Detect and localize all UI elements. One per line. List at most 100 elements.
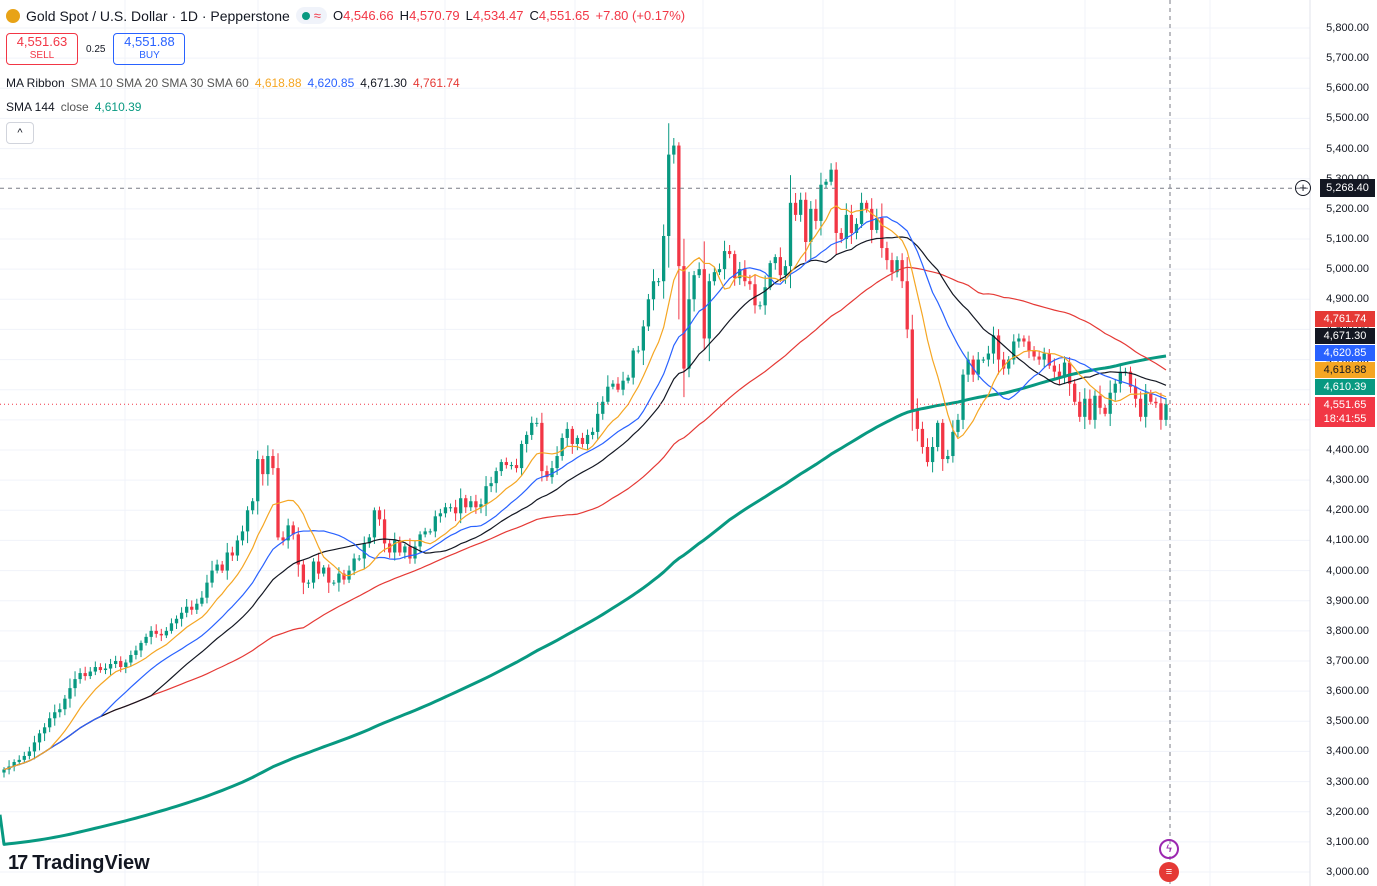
candle-body (748, 281, 752, 285)
candle-body (124, 662, 128, 668)
candle-body (717, 269, 722, 273)
candle-body (712, 272, 717, 282)
candle-body (1128, 371, 1133, 387)
candle-body (509, 465, 514, 467)
tradingview-logo[interactable]: 17 TradingView (8, 852, 150, 875)
buy-label: BUY (139, 50, 160, 61)
moving-averages (0, 205, 1167, 846)
candle-body (966, 359, 970, 375)
candle-body (382, 519, 387, 544)
candle-body (550, 468, 554, 478)
candle-body (459, 498, 463, 514)
price-tick-label: 5,500.00 (1326, 112, 1369, 125)
buy-button[interactable]: 4,551.88 BUY (113, 33, 186, 65)
candle-body (88, 671, 92, 677)
candle-body (753, 284, 757, 306)
candle-body (1062, 362, 1067, 378)
candle-body (2, 769, 6, 773)
add-alert-plus-icon[interactable]: + (1295, 180, 1311, 196)
candle-body (504, 462, 508, 466)
candle-body (733, 254, 737, 279)
candle-body (1088, 398, 1092, 420)
candle-body (1037, 356, 1041, 360)
candle-body (179, 612, 184, 619)
candle-body (489, 483, 493, 487)
candle-body (707, 281, 711, 339)
price-tick-label: 3,100.00 (1326, 835, 1369, 848)
candle-body (215, 564, 219, 571)
candle-body (281, 537, 285, 541)
candle-body (205, 582, 209, 598)
symbol-title[interactable]: Gold Spot / U.S. Dollar · 1D · Peppersto… (26, 7, 290, 24)
us-flag-economic-event-icon[interactable]: ≡ (1159, 862, 1179, 882)
trade-panel: 4,551.63 SELL 0.25 4,551.88 BUY (6, 33, 186, 65)
candle-body (453, 507, 458, 514)
lightning-event-icon[interactable]: ϟ (1159, 839, 1179, 859)
candle-body (687, 299, 691, 369)
ma-ribbon-legend[interactable]: MA Ribbon SMA 10 SMA 20 SMA 30 SMA 60 4,… (6, 76, 460, 90)
candle-body (1052, 365, 1057, 372)
candle-body (423, 531, 427, 535)
high-value: 4,570.79 (409, 8, 460, 23)
candle-body (864, 202, 869, 209)
candle-body (42, 727, 47, 734)
candle-body (697, 269, 701, 276)
candle-body (915, 410, 920, 429)
candle-body (342, 573, 346, 580)
candle-body (580, 437, 585, 444)
candle-body (149, 630, 153, 637)
candle-body (1093, 395, 1097, 420)
candle-body (1113, 383, 1117, 393)
candle-body (565, 428, 569, 438)
candle-body (590, 431, 595, 435)
candle-body (357, 558, 361, 560)
candle-body (530, 422, 534, 435)
price-tick-label: 3,000.00 (1326, 866, 1369, 878)
candle-body (900, 260, 904, 282)
candle-body (991, 335, 996, 354)
sma20-price-label: 4,620.85 (1315, 345, 1375, 361)
candle-body (692, 275, 696, 300)
candle-body (474, 501, 478, 508)
candle-body (1047, 353, 1051, 366)
last-price-value: 4,551.65 (1323, 399, 1367, 411)
candle-body (870, 208, 874, 230)
price-tick-label: 4,900.00 (1326, 293, 1369, 306)
price-axis[interactable]: 5,800.00 5,700.00 5,600.00 5,500.00 5,400.00… (1310, 0, 1377, 886)
sell-button[interactable]: 4,551.63 SELL (6, 33, 78, 65)
price-tick-label: 5,100.00 (1326, 233, 1369, 245)
market-status-badge[interactable]: ≈ (295, 7, 327, 24)
price-tick-label: 5,400.00 (1326, 142, 1369, 155)
candle-body (1138, 398, 1143, 417)
candle-body (535, 422, 539, 424)
candle-body (119, 661, 123, 668)
candle-body (296, 534, 300, 565)
collapse-legend-button[interactable]: ^ (6, 122, 34, 144)
candle-body (986, 353, 991, 360)
low-value: 4,534.47 (472, 8, 524, 23)
candle-body (499, 462, 503, 472)
price-tick-label: 5,200.00 (1326, 202, 1369, 215)
delayed-data-icon: ≈ (313, 8, 321, 23)
candle-body (555, 456, 559, 469)
candle-body (839, 232, 843, 239)
ma-ribbon-name: MA Ribbon (6, 76, 65, 90)
candle-body (266, 456, 270, 475)
candle-body (316, 561, 321, 574)
candle-body (834, 169, 838, 233)
candle-body (540, 422, 544, 472)
candle-body (880, 217, 884, 249)
candle-body (981, 359, 985, 361)
last-price-label: 4,551.65 18:41:55 (1315, 397, 1375, 427)
price-tick-label: 5,600.00 (1326, 82, 1369, 95)
price-tick-label: 5,700.00 (1326, 52, 1369, 65)
price-tick-label: 4,400.00 (1326, 444, 1369, 456)
sma144-legend[interactable]: SMA 144 close 4,610.39 (6, 100, 141, 114)
price-tick-label: 3,400.00 (1326, 745, 1369, 758)
candle-body (68, 688, 72, 699)
candle-body (743, 269, 747, 282)
buy-price: 4,551.88 (124, 34, 175, 49)
candle-body (327, 567, 331, 583)
candle-body (575, 437, 580, 444)
